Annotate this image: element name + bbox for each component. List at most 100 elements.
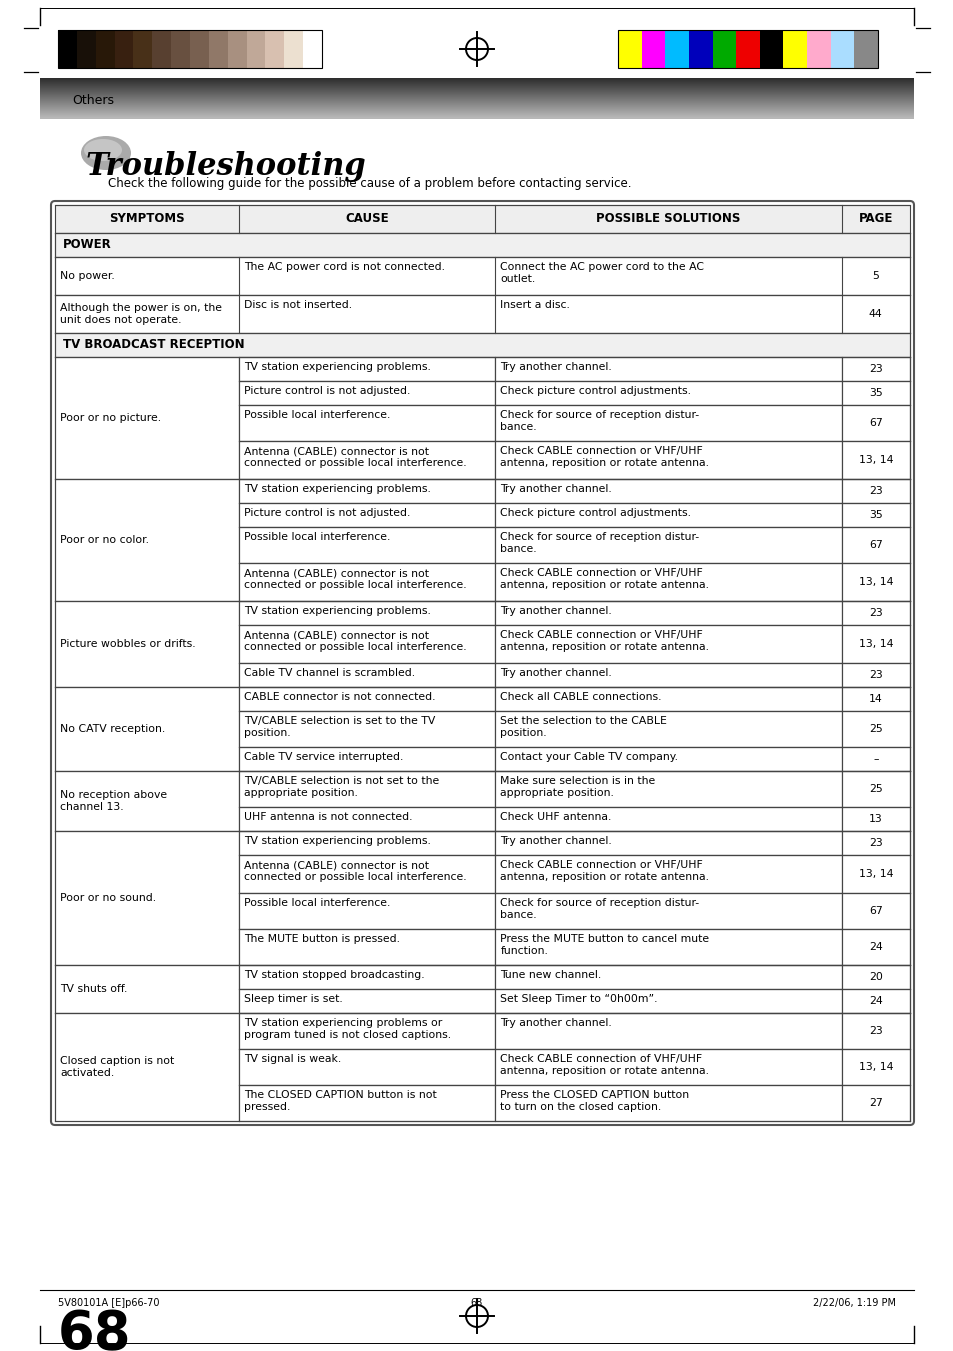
Text: 20: 20 [868,971,882,982]
Bar [782,30,806,68]
Text: CAUSE: CAUSE [345,212,389,226]
Bar [495,663,841,688]
Bar [841,601,909,626]
Text: Check for source of reception distur-
bance.: Check for source of reception distur- ba… [499,532,699,554]
Text: 25: 25 [868,724,882,734]
Bar [58,30,77,68]
Bar [806,30,830,68]
Bar [40,81,913,82]
Text: Closed caption is not
activated.: Closed caption is not activated. [60,1056,174,1078]
Text: 14: 14 [868,694,882,704]
Text: Disc is not inserted.: Disc is not inserted. [244,300,352,309]
Bar [238,688,495,711]
Bar [114,30,133,68]
Bar [736,30,759,68]
Text: 35: 35 [868,509,882,520]
Bar [238,965,495,989]
Text: Set the selection to the CABLE
position.: Set the selection to the CABLE position. [499,716,666,738]
Text: 5V80101A [E]p66-70: 5V80101A [E]p66-70 [58,1298,159,1308]
Text: TV station experiencing problems or
program tuned is not closed captions.: TV station experiencing problems or prog… [244,1019,451,1040]
Text: Try another channel.: Try another channel. [499,836,612,846]
Bar [238,663,495,688]
Text: The CLOSED CAPTION button is not
pressed.: The CLOSED CAPTION button is not pressed… [244,1090,436,1112]
Bar [40,88,913,89]
Text: Troubleshooting: Troubleshooting [86,150,366,181]
Text: 13, 14: 13, 14 [858,577,892,586]
Bar [495,601,841,626]
Bar [238,1085,495,1121]
Text: Sleep timer is set.: Sleep timer is set. [244,994,342,1004]
Text: Check CABLE connection or VHF/UHF
antenna, reposition or rotate antenna.: Check CABLE connection or VHF/UHF antenn… [499,861,709,882]
Text: Check all CABLE connections.: Check all CABLE connections. [499,692,661,703]
Bar [246,30,265,68]
Text: 23: 23 [868,363,882,374]
Text: Press the CLOSED CAPTION button
to turn on the closed caption.: Press the CLOSED CAPTION button to turn … [499,1090,689,1112]
Bar [495,747,841,771]
Ellipse shape [84,139,122,161]
Text: Check picture control adjustments.: Check picture control adjustments. [499,508,691,517]
Bar [238,527,495,563]
Bar [495,711,841,747]
Bar [77,30,95,68]
Text: Check the following guide for the possible cause of a problem before contacting : Check the following guide for the possib… [108,177,631,190]
Bar [40,78,913,80]
Bar [688,30,712,68]
Text: Make sure selection is in the
appropriate position.: Make sure selection is in the appropriat… [499,775,655,797]
Text: Possible local interference.: Possible local interference. [244,898,390,908]
Text: Insert a disc.: Insert a disc. [499,300,570,309]
Bar [40,97,913,99]
Bar [495,855,841,893]
Bar [40,105,913,107]
Text: Connect the AC power cord to the AC
outlet.: Connect the AC power cord to the AC outl… [499,262,703,284]
Text: Poor or no color.: Poor or no color. [60,535,149,544]
Bar [238,357,495,381]
Bar [495,626,841,663]
Bar [55,1013,238,1121]
Bar [238,807,495,831]
Text: TV signal is weak.: TV signal is weak. [244,1054,341,1065]
Bar [40,78,913,81]
Text: TV station experiencing problems.: TV station experiencing problems. [244,836,430,846]
Bar [58,30,322,68]
Bar [841,503,909,527]
Bar [495,929,841,965]
Bar [40,99,913,100]
Text: Picture control is not adjusted.: Picture control is not adjusted. [244,508,410,517]
Text: TV/CABLE selection is not set to the
appropriate position.: TV/CABLE selection is not set to the app… [244,775,438,797]
Bar [841,893,909,929]
Bar [40,85,913,86]
Bar [495,405,841,440]
Bar [238,711,495,747]
Bar [238,855,495,893]
Bar [664,30,688,68]
Text: 23: 23 [868,608,882,617]
Bar [238,771,495,807]
Bar [55,688,238,771]
Bar [55,771,238,831]
Bar [40,111,913,112]
Text: 2/22/06, 1:19 PM: 2/22/06, 1:19 PM [812,1298,895,1308]
Text: 44: 44 [868,309,882,319]
Text: 24: 24 [868,996,882,1006]
Text: Cable TV service interrupted.: Cable TV service interrupted. [244,753,403,762]
Bar [238,1013,495,1048]
Bar [759,30,782,68]
Text: Try another channel.: Try another channel. [499,1019,612,1028]
Bar [190,30,209,68]
Text: Check CABLE connection or VHF/UHF
antenna, reposition or rotate antenna.: Check CABLE connection or VHF/UHF antenn… [499,567,709,589]
Text: The MUTE button is pressed.: The MUTE button is pressed. [244,934,399,944]
Text: 68: 68 [58,1308,132,1351]
Bar [841,663,909,688]
Bar [40,82,913,84]
Bar [495,1085,841,1121]
Bar [40,116,913,118]
Bar [40,101,913,104]
Bar [841,688,909,711]
Bar [238,831,495,855]
Text: Antenna (CABLE) connector is not
connected or possible local interference.: Antenna (CABLE) connector is not connect… [244,861,466,882]
Bar [55,965,238,1013]
Bar [40,101,913,103]
Bar [238,563,495,601]
Bar [238,626,495,663]
Bar [55,205,909,232]
